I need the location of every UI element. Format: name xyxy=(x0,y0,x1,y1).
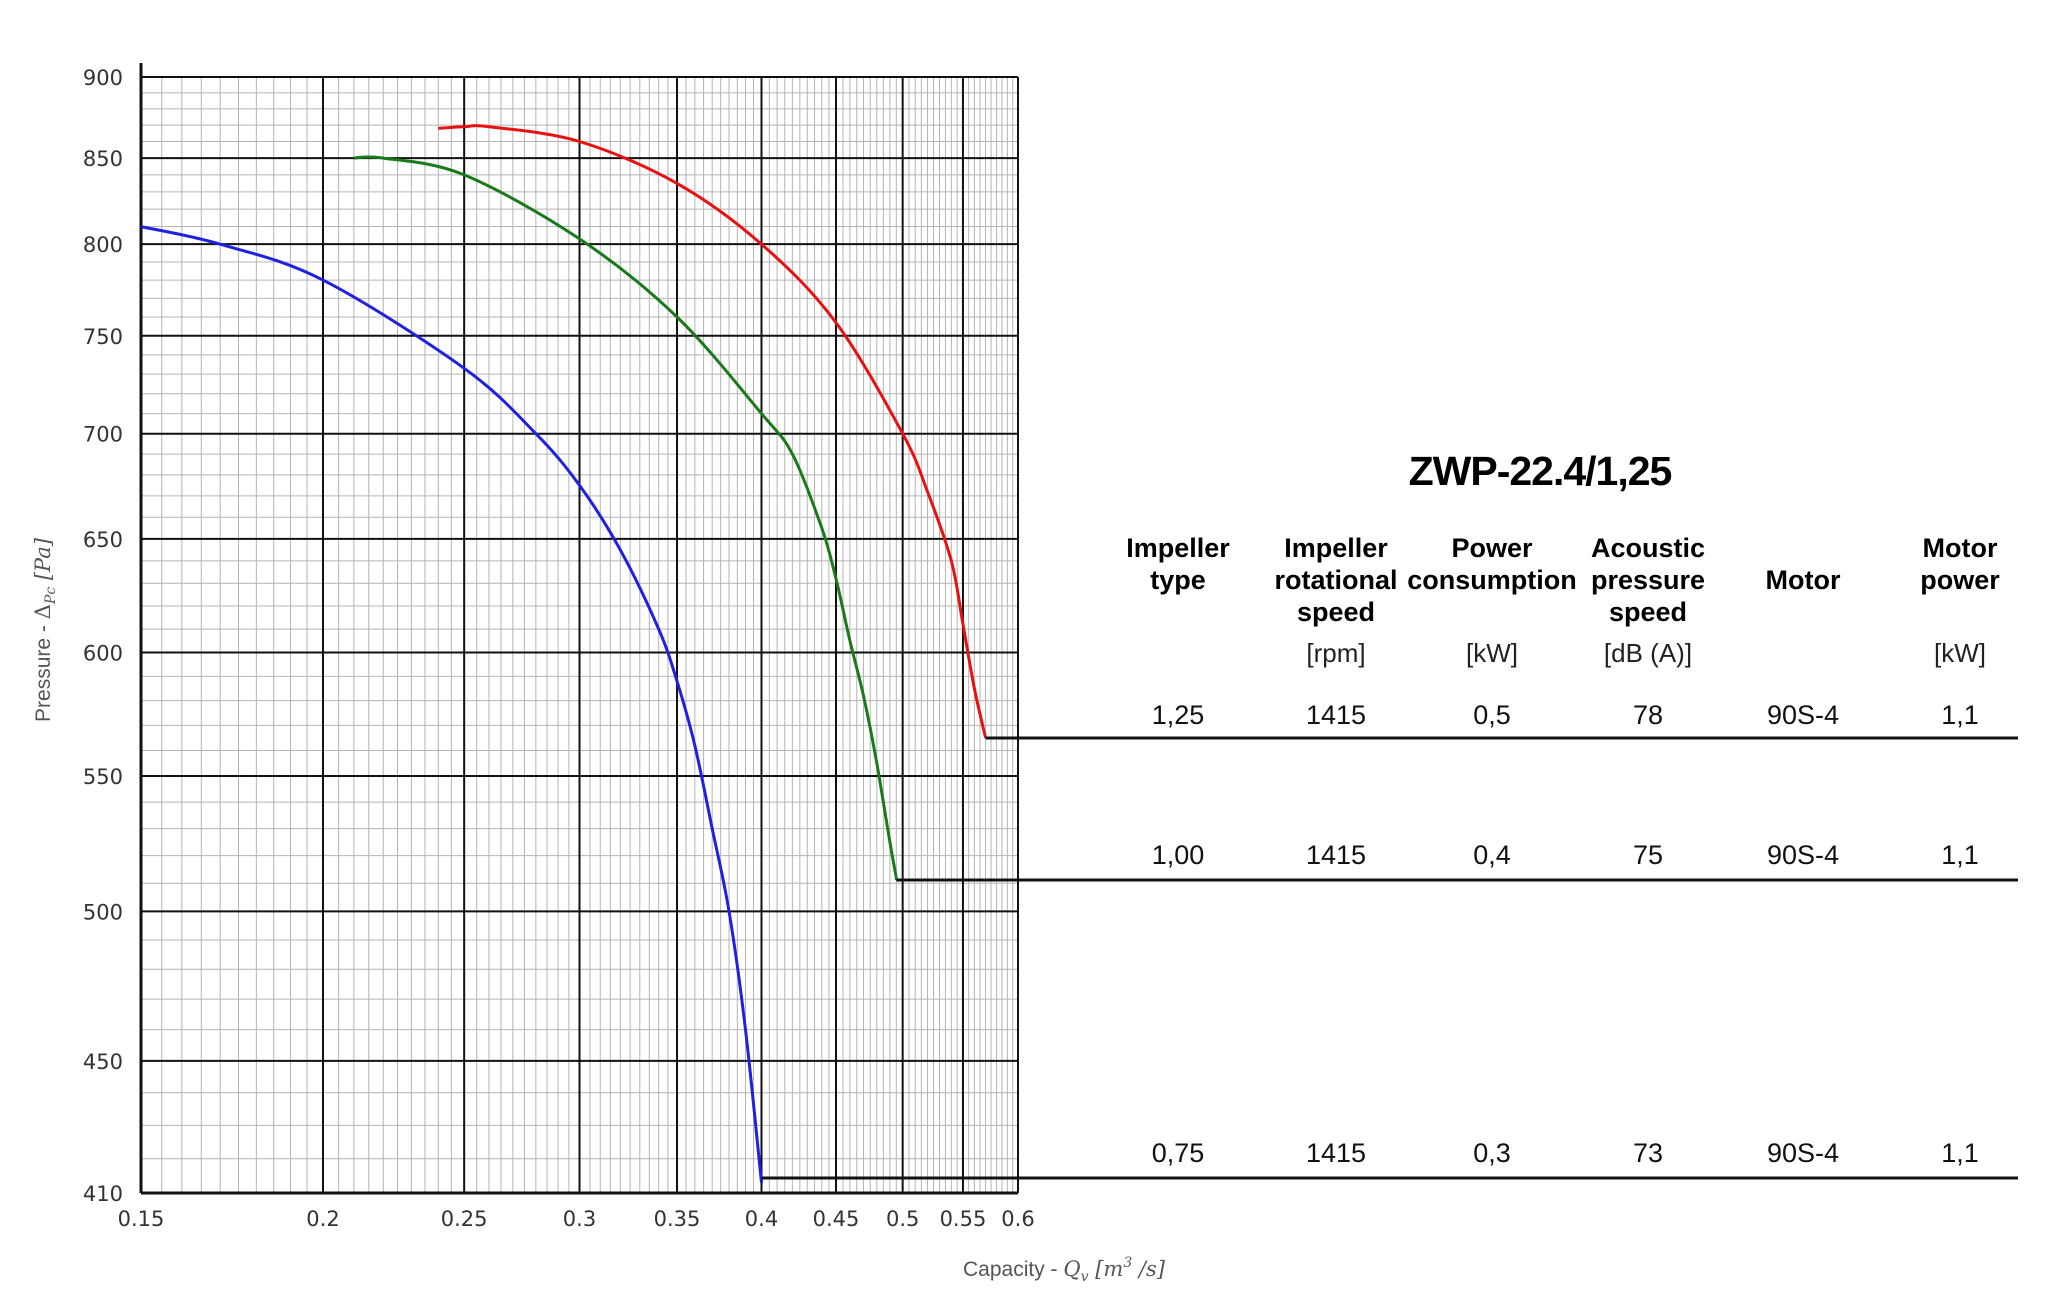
table-unit: [kW] xyxy=(1466,638,1518,668)
table-header: Motor xyxy=(1765,565,1841,595)
table-header: Power consumption xyxy=(1407,533,1577,595)
table-header: Acoustic pressure speed xyxy=(1590,533,1706,627)
table-unit: [dB (A)] xyxy=(1603,638,1693,668)
x-tick-label: 0.25 xyxy=(441,1207,488,1231)
x-tick-label: 0.45 xyxy=(813,1207,860,1231)
table-cell: 0,75 xyxy=(1151,1138,1205,1168)
table-cell: 1415 xyxy=(1305,700,1367,730)
x-tick-label: 0.55 xyxy=(940,1207,987,1231)
table-cell: 1415 xyxy=(1305,1138,1367,1168)
table-cell: 0,4 xyxy=(1473,840,1511,870)
series-curve-2 xyxy=(438,124,988,739)
table-cell: 1,1 xyxy=(1941,700,1979,730)
table-cell: 78 xyxy=(1632,700,1664,730)
x-tick-label: 0.3 xyxy=(563,1207,596,1231)
table-cell: 1,1 xyxy=(1941,840,1979,870)
table-cell: 1,25 xyxy=(1151,700,1205,730)
y-tick-label: 850 xyxy=(83,147,123,171)
y-tick-label: 900 xyxy=(83,66,123,90)
y-tick-label: 800 xyxy=(83,233,123,257)
x-tick-label: 0.15 xyxy=(118,1207,165,1231)
table-cell: 90S-4 xyxy=(1766,700,1840,730)
table-cell: 0,5 xyxy=(1473,700,1511,730)
x-tick-label: 0.6 xyxy=(1001,1207,1034,1231)
model-title: ZWP-22.4/1,25 xyxy=(1408,448,1673,494)
y-tick-label: 500 xyxy=(83,900,123,924)
table-cell: 0,3 xyxy=(1473,1138,1511,1168)
series-curve-1 xyxy=(353,155,898,878)
table-cell: 1,00 xyxy=(1151,840,1205,870)
table-cell: 75 xyxy=(1632,840,1664,870)
major-grid xyxy=(139,63,1019,1195)
x-tick-label: 0.5 xyxy=(886,1207,919,1231)
table-cell: 73 xyxy=(1632,1138,1664,1168)
x-tick-label: 0.35 xyxy=(654,1207,701,1231)
table-cell: 90S-4 xyxy=(1766,840,1840,870)
y-tick-label: 700 xyxy=(83,423,123,447)
x-axis-title: Capacity - Qv [m3 /s] xyxy=(963,1255,1166,1285)
y-tick-label: 600 xyxy=(83,642,123,666)
series-curve-0 xyxy=(140,225,763,1183)
table-unit: [kW] xyxy=(1934,638,1986,668)
y-tick-label: 550 xyxy=(83,765,123,789)
x-tick-label: 0.4 xyxy=(745,1207,778,1231)
y-axis-title: Pressure - ΔPc [Pa] xyxy=(31,537,59,722)
series-curves xyxy=(140,124,988,1183)
tick-labels: 0.15 0.2 0.25 0.3 0.35 0.4 0.45 0.5 0.55 0.6 410 45… xyxy=(83,66,1035,1231)
y-tick-label: 450 xyxy=(83,1050,123,1074)
x-tick-label: 0.2 xyxy=(306,1207,339,1231)
y-tick-label: 750 xyxy=(83,325,123,349)
table-cell: 1415 xyxy=(1305,840,1367,870)
y-tick-label: 650 xyxy=(83,528,123,552)
y-tick-label: 410 xyxy=(83,1182,123,1206)
table-header: Impeller type xyxy=(1126,533,1230,595)
table-header: Impeller rotational speed xyxy=(1274,533,1398,627)
table-cell: 1,1 xyxy=(1941,1138,1979,1168)
table-cell: 90S-4 xyxy=(1766,1138,1840,1168)
table-header: Motor power xyxy=(1920,533,2000,595)
row-connector-lines xyxy=(761,736,2018,1180)
table-unit: [rpm] xyxy=(1306,638,1366,668)
